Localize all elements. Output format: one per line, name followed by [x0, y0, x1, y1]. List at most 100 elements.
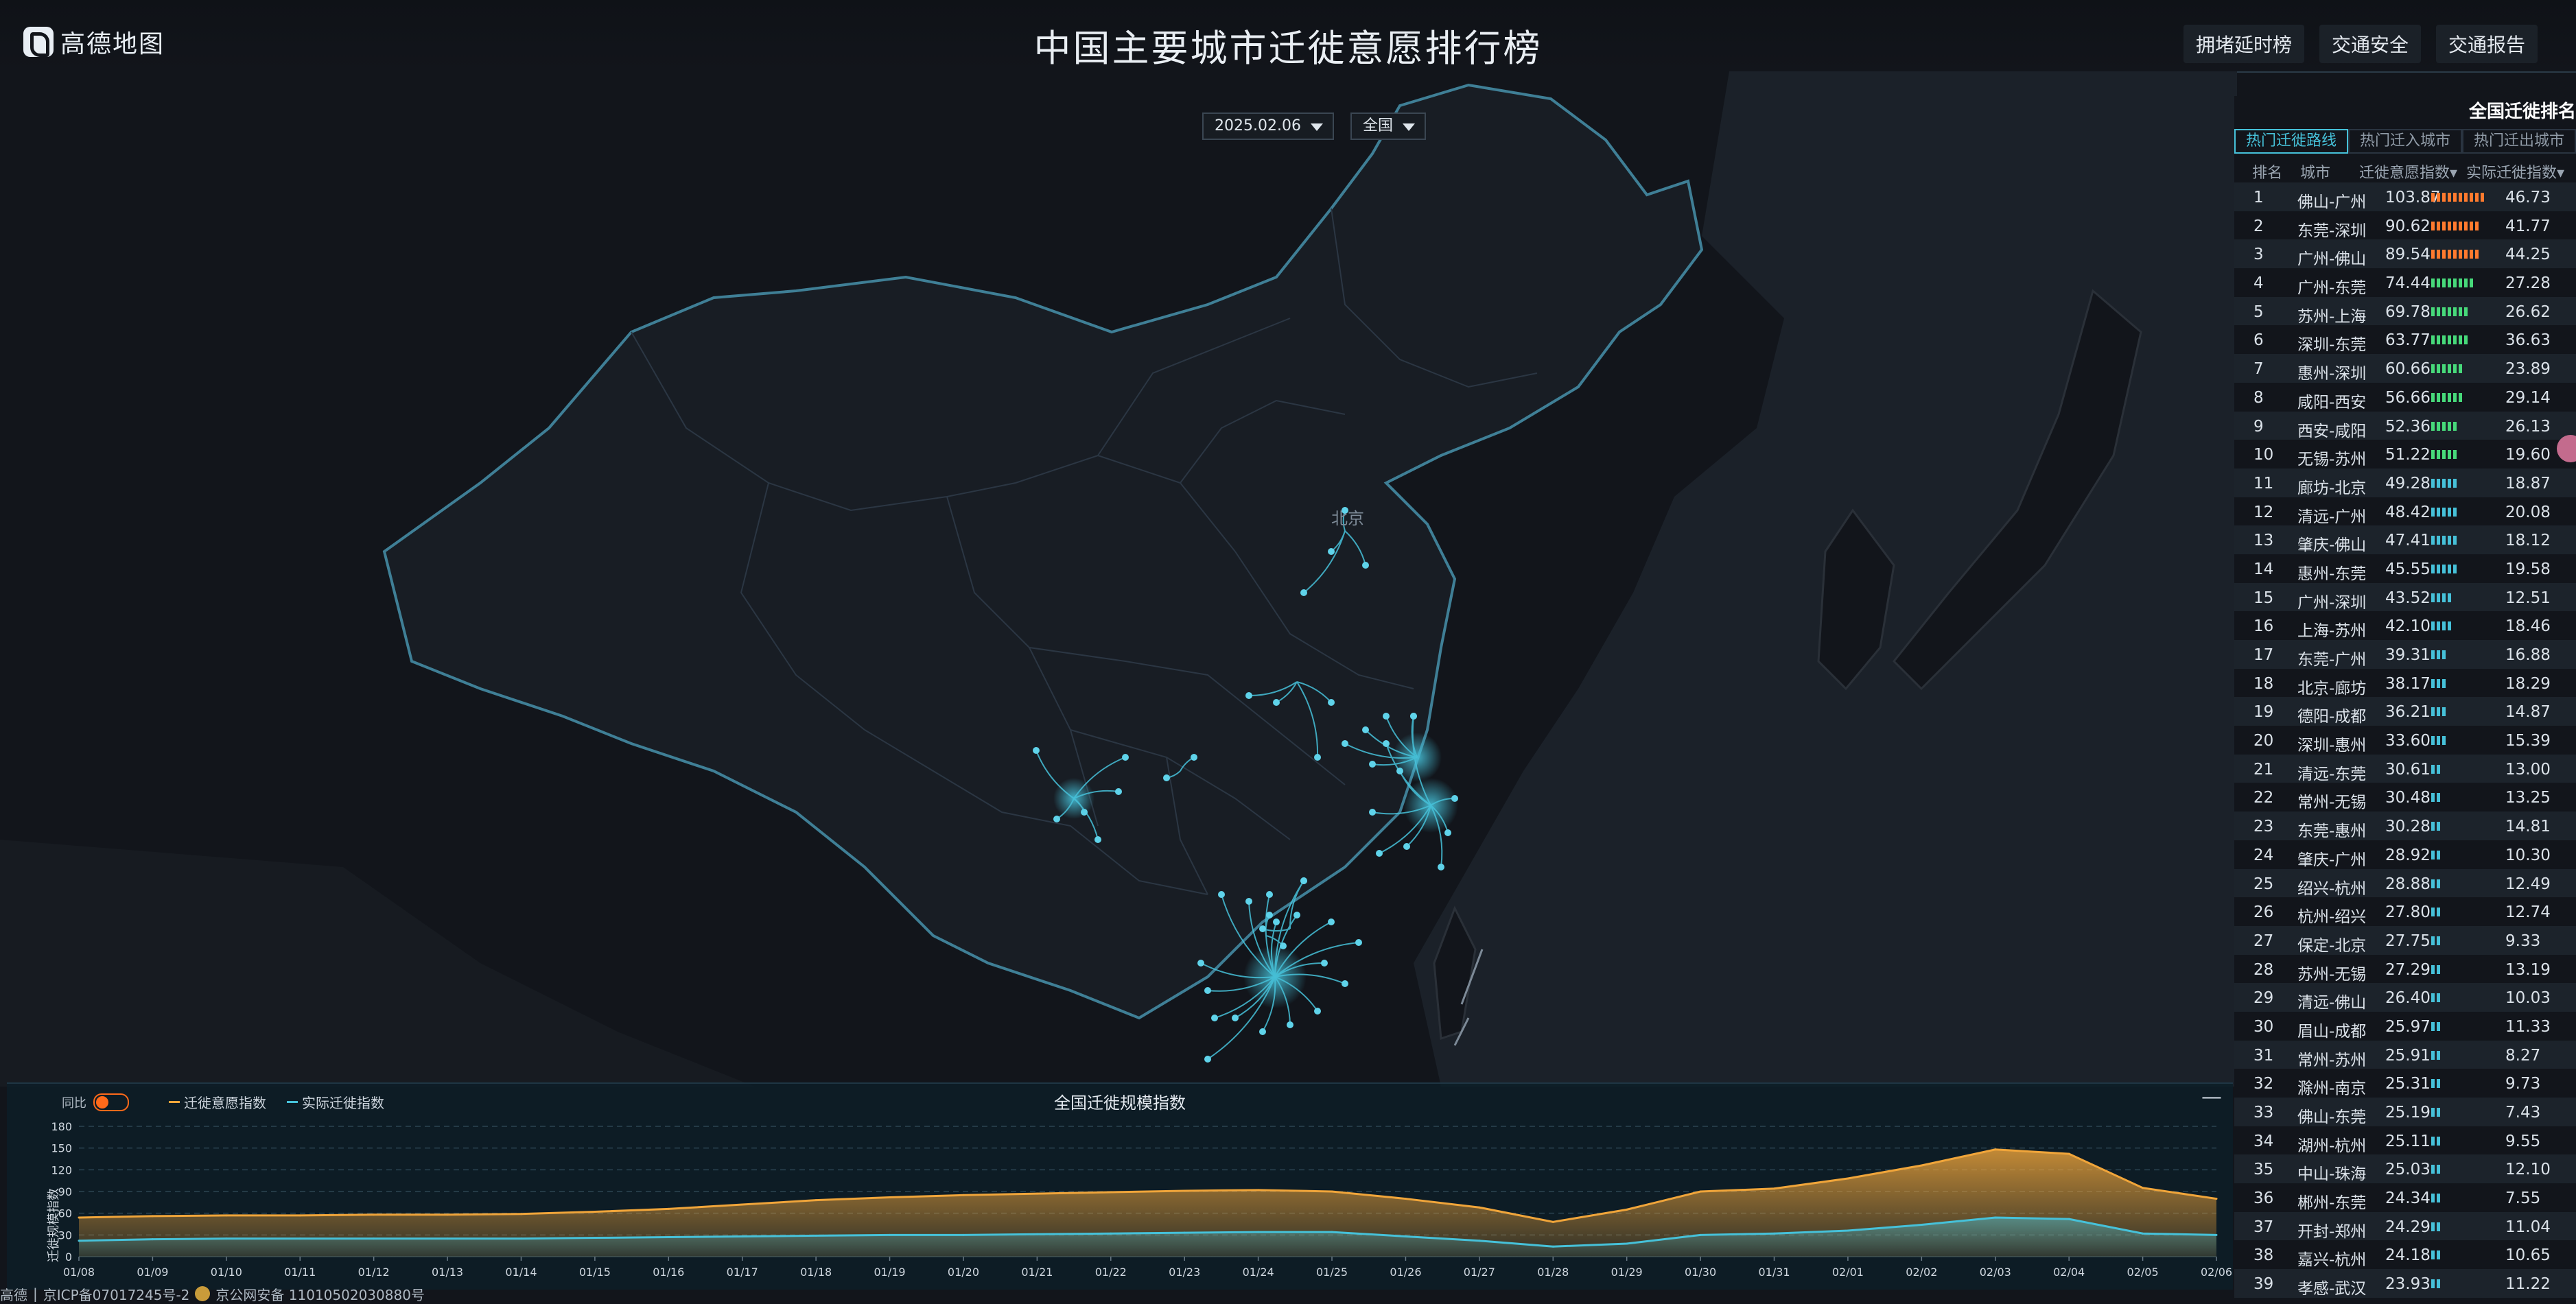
city-dot: [1232, 1015, 1239, 1021]
toggle-switch[interactable]: [93, 1093, 129, 1111]
table-row[interactable]: 6 深圳-东莞 63.77 36.63: [2234, 325, 2576, 354]
compare-toggle[interactable]: 同比: [62, 1093, 129, 1111]
table-row[interactable]: 2 东莞-深圳 90.62 41.77: [2234, 211, 2576, 240]
police-link[interactable]: 京公网安备 11010502030880号: [215, 1286, 425, 1303]
table-row[interactable]: 22 常州-无锡 30.48 13.25: [2234, 783, 2576, 811]
table-row[interactable]: 27 保定-北京 27.75 9.33: [2234, 925, 2576, 955]
table-row[interactable]: 30 眉山-成都 25.97 11.33: [2234, 1012, 2576, 1041]
table-row[interactable]: 18 北京-廊坊 38.17 18.29: [2234, 669, 2576, 698]
row-actual: 26.13: [2505, 417, 2551, 436]
x-tick-label: 01/28: [1537, 1266, 1569, 1279]
series-point: [1773, 1232, 1776, 1235]
table-row[interactable]: 4 广州-东莞 74.44 27.28: [2234, 268, 2576, 297]
series-point: [446, 1213, 449, 1216]
icp-link[interactable]: 京ICP备07017245号-2: [43, 1286, 190, 1303]
series-point: [519, 1213, 522, 1216]
header-actual-sort[interactable]: 实际迁徙指数▾: [2466, 165, 2565, 182]
scroll-handle[interactable]: [2557, 435, 2576, 462]
table-row[interactable]: 7 惠州-深圳 60.66 23.89: [2234, 354, 2576, 383]
row-actual: 10.65: [2505, 1246, 2551, 1265]
row-willingness-bar: [2431, 1021, 2489, 1031]
row-willingness: 25.11: [2385, 1132, 2431, 1150]
table-row[interactable]: 33 佛山-东莞 25.19 7.43: [2234, 1098, 2576, 1126]
table-row[interactable]: 37 开封-郑州 24.29 11.04: [2234, 1211, 2576, 1241]
city-dot: [1218, 891, 1225, 898]
table-row[interactable]: 8 咸阳-西安 56.66 29.14: [2234, 383, 2576, 412]
date-select[interactable]: 2025.02.06: [1202, 112, 1334, 140]
table-row[interactable]: 23 东莞-惠州 30.28 14.81: [2234, 811, 2576, 840]
row-actual: 12.74: [2505, 903, 2551, 922]
nav-traffic-report[interactable]: 交通报告: [2435, 25, 2538, 63]
legend-willingness-label: 迁徙意愿指数: [184, 1095, 266, 1111]
table-row[interactable]: 1 佛山-广州 103.87 46.73: [2234, 182, 2576, 211]
row-actual: 10.30: [2505, 846, 2551, 864]
table-row[interactable]: 38 嘉兴-杭州 24.18 10.65: [2234, 1240, 2576, 1269]
table-row[interactable]: 9 西安-咸阳 52.36 26.13: [2234, 411, 2576, 440]
table-row[interactable]: 29 清远-佛山 26.40 10.03: [2234, 983, 2576, 1012]
table-row[interactable]: 39 孝感-武汉 23.93 11.22: [2234, 1269, 2576, 1298]
table-row[interactable]: 19 德阳-成都 36.21 14.87: [2234, 697, 2576, 726]
table-row[interactable]: 3 广州-佛山 89.54 44.25: [2234, 239, 2576, 268]
minimize-icon[interactable]: —: [2201, 1085, 2222, 1109]
row-route: 上海-苏州: [2297, 622, 2367, 641]
table-row[interactable]: 25 绍兴-杭州 28.88 12.49: [2234, 868, 2576, 898]
table-row[interactable]: 17 东莞-广州 39.31 16.88: [2234, 640, 2576, 669]
legend-willingness[interactable]: 迁徙意愿指数: [169, 1092, 266, 1112]
table-row[interactable]: 11 廊坊-北京 49.28 18.87: [2234, 468, 2576, 497]
series-point: [1920, 1164, 1923, 1167]
nav-traffic-safety[interactable]: 交通安全: [2319, 25, 2421, 63]
table-row[interactable]: 12 清远-广州 48.42 20.08: [2234, 497, 2576, 526]
row-route: 滁州-南京: [2297, 1080, 2367, 1098]
table-row[interactable]: 36 郴州-东莞 24.34 7.55: [2234, 1183, 2576, 1212]
row-willingness: 89.54: [2385, 246, 2431, 264]
table-row[interactable]: 5 苏州-上海 69.78 26.62: [2234, 296, 2576, 326]
table-row[interactable]: 20 深圳-惠州 33.60 15.39: [2234, 726, 2576, 755]
row-rank: 29: [2253, 989, 2274, 1008]
row-willingness: 52.36: [2385, 417, 2431, 436]
row-willingness-bar: [2431, 335, 2489, 345]
series-point: [225, 1237, 228, 1240]
region-select[interactable]: 全国: [1350, 112, 1426, 140]
city-dot: [1259, 1028, 1266, 1035]
x-tick-label: 01/17: [727, 1266, 758, 1279]
row-actual: 15.39: [2505, 732, 2551, 750]
table-row[interactable]: 34 湖州-杭州 25.11 9.55: [2234, 1126, 2576, 1155]
table-row[interactable]: 31 常州-苏州 25.91 8.27: [2234, 1040, 2576, 1069]
migration-map[interactable]: 北京: [0, 71, 2237, 1087]
table-row[interactable]: 26 杭州-绍兴 27.80 12.74: [2234, 897, 2576, 926]
city-dot: [1342, 980, 1348, 987]
table-row[interactable]: 14 惠州-东莞 45.55 19.58: [2234, 554, 2576, 583]
y-tick-label: 30: [58, 1229, 72, 1242]
city-dot: [1163, 774, 1170, 781]
city-dot: [1369, 761, 1376, 768]
tab-hot-outbound[interactable]: 热门迁出城市: [2462, 129, 2576, 154]
table-row[interactable]: 15 广州-深圳 43.52 12.51: [2234, 582, 2576, 612]
city-dot: [1245, 898, 1252, 905]
row-willingness: 90.62: [2385, 217, 2431, 235]
series-area: [79, 1218, 2216, 1257]
chart-legend: 迁徙意愿指数 实际迁徙指数: [169, 1092, 384, 1112]
row-actual: 44.25: [2505, 246, 2551, 264]
nav-congestion[interactable]: 拥堵延时榜: [2183, 25, 2304, 63]
table-row[interactable]: 32 滁州-南京 25.31 9.73: [2234, 1069, 2576, 1098]
table-row[interactable]: 10 无锡-苏州 51.22 19.60: [2234, 440, 2576, 469]
tab-hot-inbound[interactable]: 热门迁入城市: [2348, 129, 2462, 154]
tab-hot-routes[interactable]: 热门迁徙路线: [2234, 129, 2348, 154]
legend-actual[interactable]: 实际迁徙指数: [287, 1092, 384, 1112]
table-row[interactable]: 21 清远-东莞 30.61 13.00: [2234, 754, 2576, 783]
series-point: [2215, 1198, 2218, 1200]
row-willingness-bar: [2431, 421, 2489, 431]
row-willingness-bar: [2431, 1136, 2489, 1146]
header-willingness-sort[interactable]: 迁徙意愿指数▾: [2359, 165, 2458, 182]
series-point: [519, 1237, 522, 1240]
table-row[interactable]: 35 中山-珠海 25.03 12.10: [2234, 1154, 2576, 1183]
row-route: 肇庆-佛山: [2297, 536, 2367, 555]
table-row[interactable]: 28 苏州-无锡 27.29 13.19: [2234, 955, 2576, 984]
table-row[interactable]: 13 肇庆-佛山 47.41 18.12: [2234, 525, 2576, 554]
logo[interactable]: 高德地图: [23, 25, 165, 59]
table-row[interactable]: 16 上海-苏州 42.10 18.46: [2234, 611, 2576, 640]
city-dot: [1328, 918, 1335, 925]
series-point: [2142, 1187, 2144, 1189]
table-row[interactable]: 24 肇庆-广州 28.92 10.30: [2234, 840, 2576, 869]
row-route: 北京-廊坊: [2297, 679, 2367, 698]
